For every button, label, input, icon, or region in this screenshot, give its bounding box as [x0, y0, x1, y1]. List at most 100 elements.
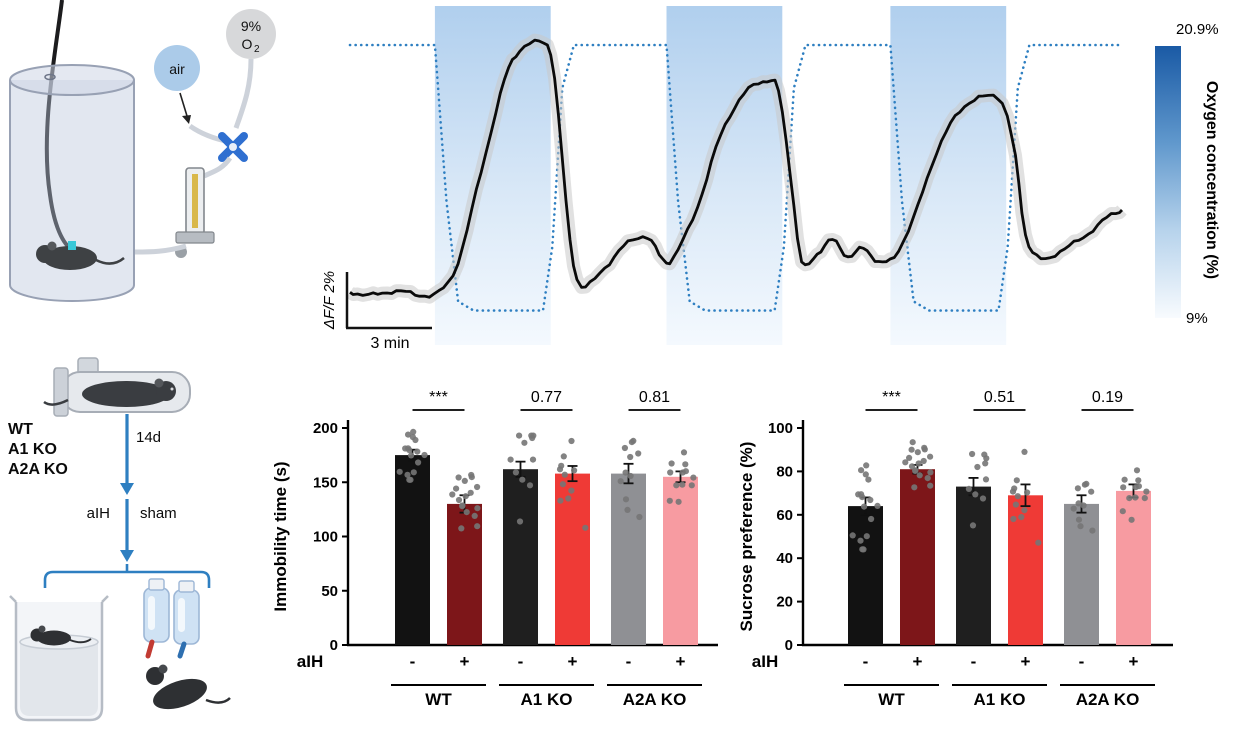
tube-cap [53, 367, 69, 417]
y-tick-label: 200 [313, 420, 338, 437]
bar-a1-ko-sham [503, 469, 538, 645]
data-point [1014, 493, 1021, 500]
data-point [874, 502, 881, 509]
o2-tube [233, 58, 254, 129]
data-point [908, 463, 916, 470]
bar-a2a-ko-sham [611, 473, 646, 645]
aih-condition-sign: - [410, 652, 416, 671]
data-point [556, 466, 564, 473]
flowmeter-column [192, 174, 198, 228]
aih-condition-sign: + [1129, 652, 1139, 671]
sucrose-bar-chart: 0 20 40 60 80 100 Sucrose preference (%) - + *** W… [737, 389, 1173, 709]
restraint-tube [43, 357, 191, 417]
data-point [915, 460, 922, 467]
data-point [1133, 467, 1141, 474]
data-point [627, 472, 634, 480]
sucrose-chart: 0 20 40 60 80 100 Sucrose preference (%) - + *** W… [737, 360, 1242, 736]
water [20, 642, 98, 716]
forced-swim-beaker [9, 595, 109, 722]
data-point [667, 469, 674, 476]
mouse-tail [69, 638, 92, 644]
data-point [462, 493, 469, 500]
o2-percent-label: 9% [241, 18, 261, 34]
sucrose-bottle [173, 580, 200, 659]
y-tick-label: 100 [768, 420, 793, 437]
data-point [471, 512, 478, 519]
protocol-arrow-1-head [120, 483, 134, 495]
data-point [560, 453, 567, 460]
genotype-a2ako: A2A KO [8, 461, 68, 478]
group-label: A1 KO [521, 690, 573, 709]
data-point [568, 437, 575, 445]
colorbar-max-label: 20.9% [1176, 21, 1219, 38]
y-tick-label: 100 [313, 529, 338, 546]
data-point [916, 472, 923, 479]
hypoxia-band-2 [666, 6, 783, 345]
data-point [857, 537, 864, 544]
data-point [673, 482, 680, 489]
data-point [1119, 508, 1126, 515]
data-point [582, 524, 589, 531]
data-point [682, 468, 689, 475]
data-point [571, 467, 578, 474]
significance-label: 0.51 [984, 389, 1015, 406]
data-point [1126, 495, 1133, 502]
data-point [666, 497, 673, 504]
data-point [688, 482, 695, 489]
bottle-body [173, 589, 200, 645]
data-point [458, 525, 465, 532]
data-point [682, 461, 689, 468]
data-point [455, 474, 462, 481]
data-point [406, 476, 413, 483]
chamber-tube [134, 243, 187, 255]
data-point [396, 468, 403, 475]
mouse-tail [205, 697, 231, 704]
y-tick-label: 60 [776, 507, 793, 524]
data-point [920, 457, 927, 465]
data-point [690, 474, 697, 481]
data-point [516, 518, 524, 525]
data-point [1070, 505, 1077, 512]
data-point [412, 436, 419, 444]
data-point [906, 454, 913, 461]
trace-curves [346, 6, 1127, 345]
blue-spout [177, 641, 187, 659]
data-point [909, 439, 916, 446]
adenosine-trace [349, 38, 1124, 299]
data-point [453, 485, 460, 492]
significance-label: 0.77 [531, 389, 562, 406]
data-point [858, 467, 865, 474]
hypoxia-chamber [9, 64, 135, 302]
hypoxia-band-3 [890, 6, 1007, 345]
aih-condition-sign: + [568, 652, 578, 671]
data-point [1135, 477, 1142, 484]
data-point [519, 476, 526, 483]
significance-label: *** [429, 389, 448, 406]
data-point [512, 469, 519, 476]
protocol-schematic: WT A1 KO A2A KO 14d aIH sham [0, 350, 270, 736]
aih-condition-sign: + [676, 652, 686, 671]
significance-label: 0.19 [1092, 389, 1123, 406]
fiber-implant [68, 241, 76, 250]
water-bottle [143, 578, 170, 659]
o2-symbol: O [242, 36, 253, 52]
drinking-mouse [146, 664, 231, 710]
data-point [981, 451, 988, 458]
data-point [622, 496, 630, 503]
data-point [467, 489, 474, 496]
photometry-trace-panel: ΔF/F 2% 3 min 20.9% 9% Oxygen concentrat… [310, 0, 1242, 360]
data-point [414, 448, 421, 455]
air-flow-arrow [179, 92, 188, 117]
dff-scalebar-label: ΔF/F 2% [321, 271, 338, 330]
hypoxia-band-1 [434, 6, 551, 345]
data-point [679, 481, 686, 488]
aih-condition-sign: + [460, 652, 470, 671]
data-point [1075, 516, 1083, 523]
data-point [455, 496, 463, 504]
group-label: A2A KO [1076, 690, 1140, 709]
time-scalebar-label: 3 min [370, 335, 409, 352]
data-point [927, 482, 934, 489]
data-point [1080, 502, 1087, 509]
chamber-lid [9, 64, 135, 96]
data-point [516, 432, 523, 439]
